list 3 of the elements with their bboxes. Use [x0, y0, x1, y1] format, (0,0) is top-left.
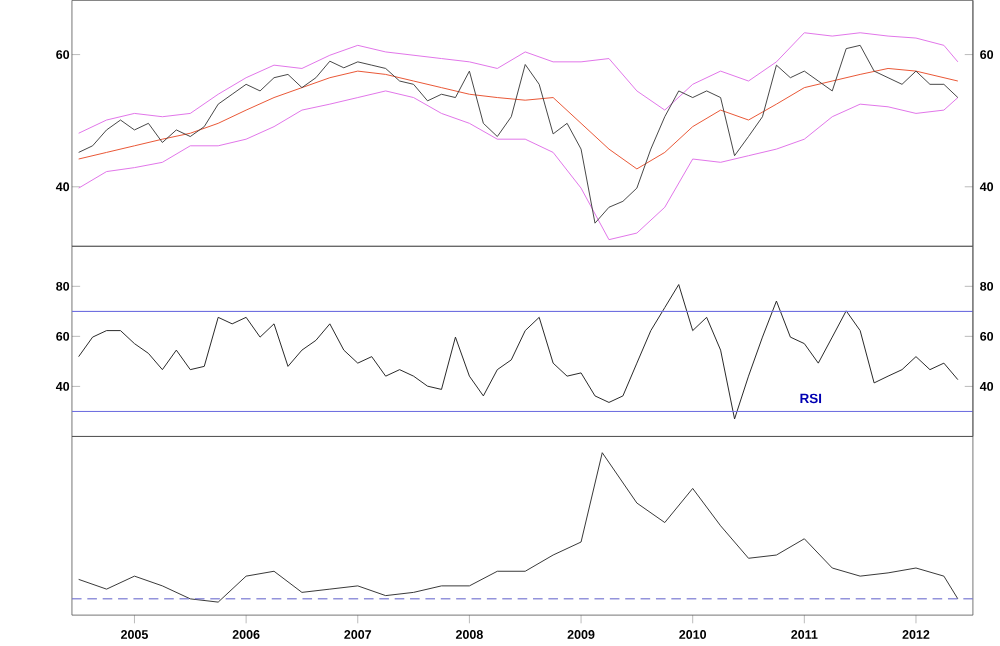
- line-series: [78, 284, 959, 420]
- line-series: [78, 90, 959, 241]
- line-series: [78, 45, 959, 224]
